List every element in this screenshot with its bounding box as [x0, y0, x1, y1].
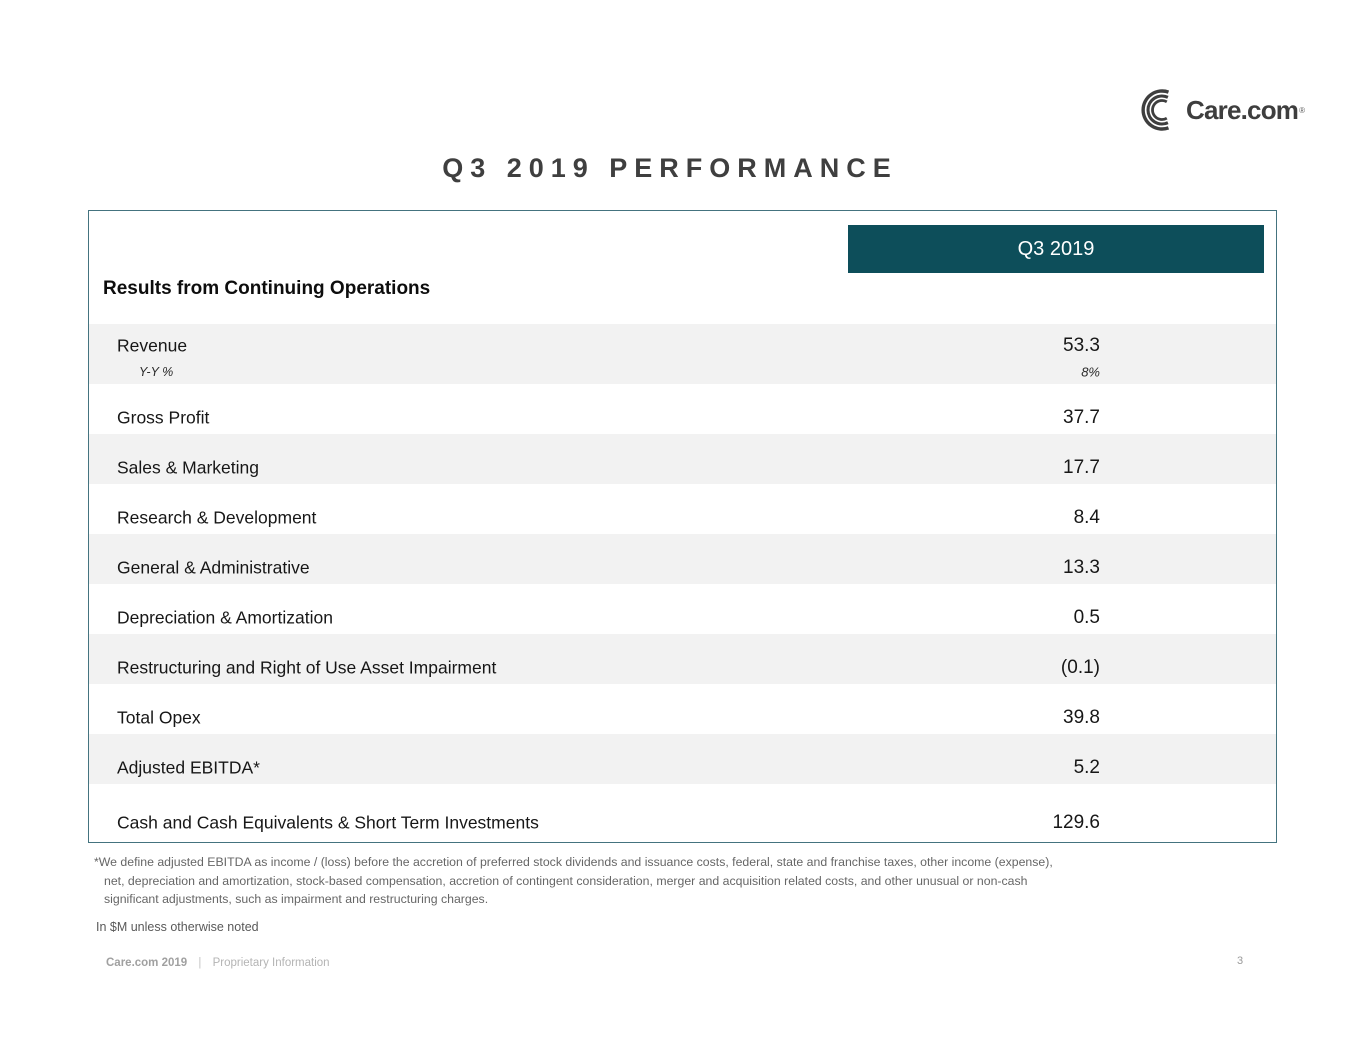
slide-footer: Care.com 2019 | Proprietary Information [106, 957, 330, 969]
row-sub-label: Y-Y % [139, 365, 174, 379]
row-value: (0.1) [1060, 657, 1100, 678]
table-row-depreciation-amortization: Depreciation & Amortization 0.5 [89, 584, 1276, 634]
table-row-cash: Cash and Cash Equivalents & Short Term I… [89, 784, 1276, 843]
table-row-gross-profit: Gross Profit 37.7 [89, 384, 1276, 434]
row-value: 37.7 [1063, 407, 1100, 428]
row-value: 39.8 [1063, 707, 1100, 728]
table-row-revenue: Revenue 53.3 Y-Y % 8% [89, 324, 1276, 384]
row-sub-value: 8% [1081, 364, 1100, 380]
footnote-line: *We define adjusted EBITDA as income / (… [94, 855, 1053, 869]
units-note: In $M unless otherwise noted [96, 920, 259, 934]
table-row-adjusted-ebitda: Adjusted EBITDA* 5.2 [89, 734, 1276, 784]
row-label: Sales & Marketing [117, 457, 260, 478]
row-value: 0.5 [1073, 607, 1100, 628]
carecom-swirl-icon [1136, 86, 1184, 134]
row-value: 5.2 [1073, 757, 1100, 778]
row-label: Gross Profit [117, 407, 210, 428]
page-number: 3 [1237, 955, 1244, 967]
table-row-restructuring: Restructuring and Right of Use Asset Imp… [89, 634, 1276, 684]
footer-proprietary-label: Proprietary Information [212, 957, 330, 969]
carecom-logo: Care.com ® [1136, 86, 1305, 134]
carecom-logo-text: Care.com [1186, 94, 1299, 125]
row-label: General & Administrative [117, 557, 310, 578]
footer-brand: Care.com 2019 [106, 957, 188, 969]
row-label: Adjusted EBITDA* [117, 757, 260, 778]
row-value: 8.4 [1073, 507, 1100, 528]
row-label: Total Opex [117, 707, 201, 728]
page-title: Q3 2019 PERFORMANCE [442, 153, 898, 183]
registered-mark: ® [1299, 105, 1306, 115]
row-value: 129.6 [1052, 811, 1100, 833]
table-row-research-development: Research & Development 8.4 [89, 484, 1276, 534]
row-value: 53.3 [1063, 335, 1100, 356]
column-header-q3-2019: Q3 2019 [848, 225, 1264, 273]
row-label: Research & Development [117, 507, 317, 528]
row-label: Restructuring and Right of Use Asset Imp… [117, 657, 497, 678]
footer-separator: | [198, 957, 202, 969]
row-label: Depreciation & Amortization [117, 607, 333, 628]
footnote-line: net, depreciation and amortization, stoc… [104, 873, 1028, 888]
table-body: Revenue 53.3 Y-Y % 8% Gross Profit 37.7 … [89, 324, 1276, 843]
row-label: Revenue [117, 335, 188, 356]
row-value: 17.7 [1063, 457, 1100, 478]
table-row-general-administrative: General & Administrative 13.3 [89, 534, 1276, 584]
section-header: Results from Continuing Operations [103, 278, 431, 299]
table-row-total-opex: Total Opex 39.8 [89, 684, 1276, 734]
row-value: 13.3 [1063, 557, 1100, 578]
financial-table: Q3 2019 Results from Continuing Operatio… [88, 210, 1277, 843]
row-label: Cash and Cash Equivalents & Short Term I… [117, 812, 539, 832]
table-row-sales-marketing: Sales & Marketing 17.7 [89, 434, 1276, 484]
ebitda-definition-footnote: *We define adjusted EBITDA as income / (… [94, 853, 1053, 909]
footnote-line: significant adjustments, such as impairm… [104, 892, 489, 907]
